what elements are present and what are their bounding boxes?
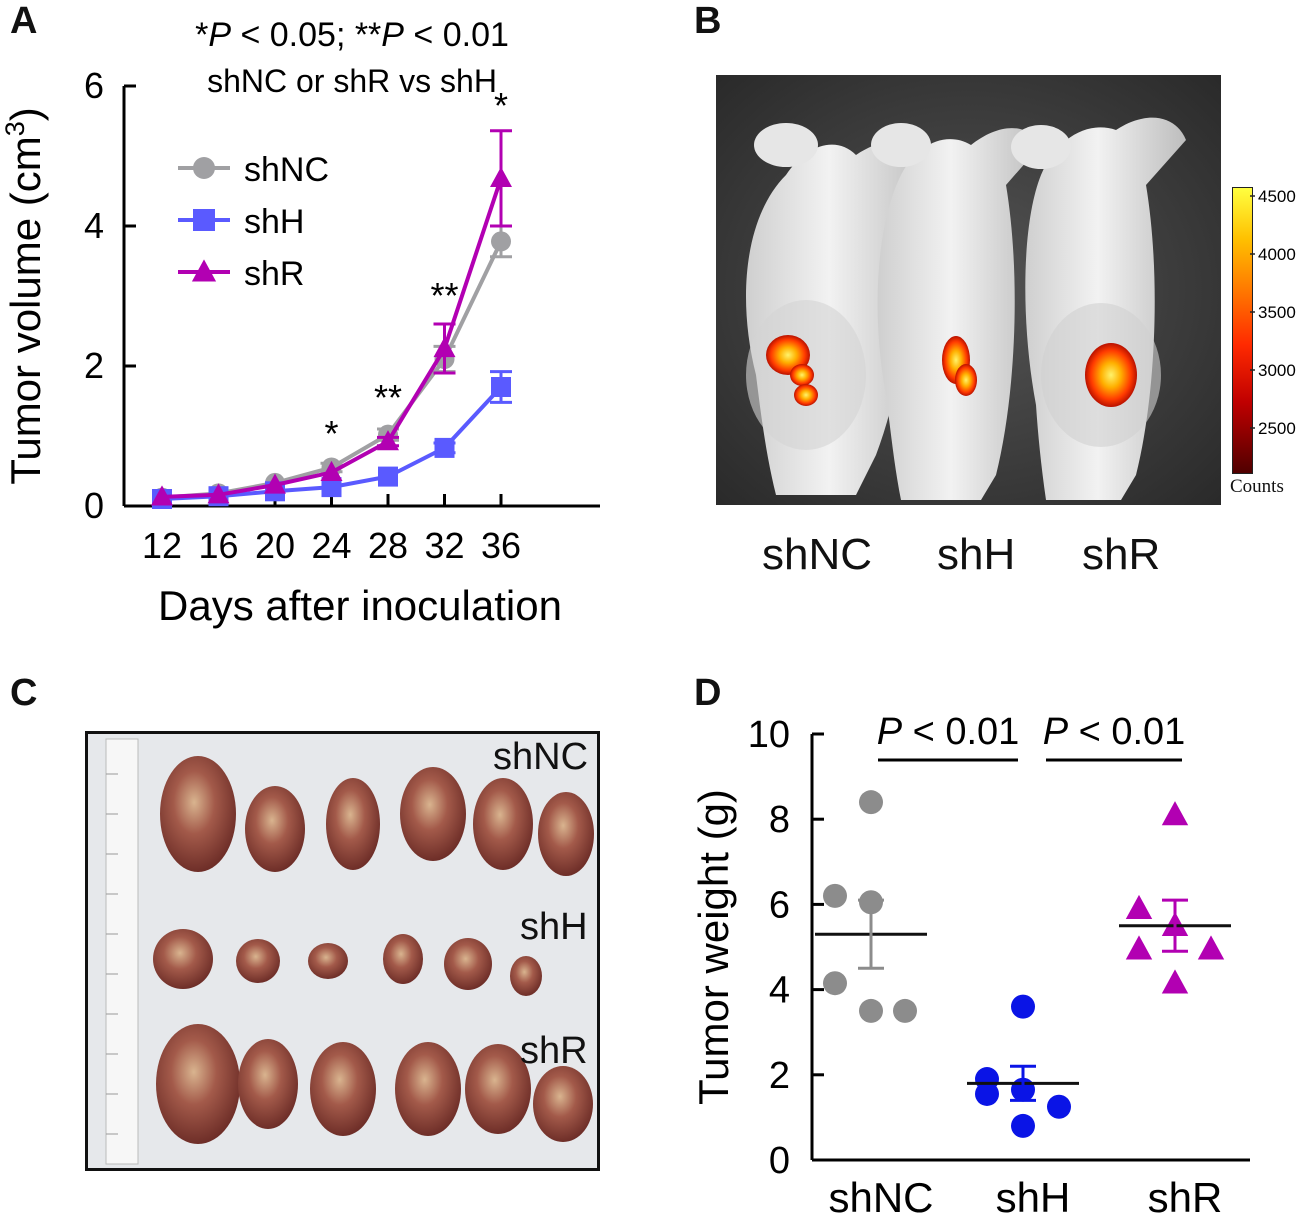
colorbar-tick-label: 3500 xyxy=(1258,303,1296,322)
ruler xyxy=(105,738,139,1165)
panel-b-label: B xyxy=(694,0,722,42)
tumor-row-shr xyxy=(156,1024,593,1144)
series-shh-point xyxy=(491,377,511,397)
signal-shr xyxy=(1085,343,1137,407)
series-shr-point xyxy=(207,483,230,504)
series-shh-point xyxy=(434,437,455,458)
significance-marker: ** xyxy=(374,377,402,418)
scatter-shnc-point xyxy=(859,790,883,815)
colorbar-tick-label: 4000 xyxy=(1258,245,1296,264)
scatter-shr-point xyxy=(1161,801,1189,826)
scatter-shnc-point xyxy=(823,971,847,996)
series-shr-point xyxy=(320,460,343,482)
comparison-label: P < 0.01 xyxy=(877,711,1020,753)
scatter-shr-point xyxy=(1125,894,1153,920)
series-shr-point xyxy=(151,485,173,506)
legend-shh-label: shH xyxy=(244,203,304,241)
colorbar-tick-label: 4500 xyxy=(1258,187,1296,206)
panel-c-label: C xyxy=(10,672,38,714)
comparison-label: P < 0.01 xyxy=(1043,711,1186,753)
legend-shr-label: shR xyxy=(244,255,304,293)
chart-a-annotation-line1: *P < 0.05; **P < 0.01 xyxy=(195,16,509,54)
signal-shnc xyxy=(766,335,818,406)
imaging-label-shnc: shNC xyxy=(762,530,873,579)
series-shr-point xyxy=(433,337,456,358)
series-shr-point xyxy=(377,430,399,451)
tumor-row-label-shr: shR xyxy=(520,1030,588,1072)
scatter-shh-point xyxy=(1011,1113,1035,1138)
legend-shh-marker xyxy=(193,209,215,231)
significance-marker: ** xyxy=(430,275,458,316)
scatter-shr-point xyxy=(1161,969,1189,994)
chart-d-x-tick-label: shNC xyxy=(828,1174,933,1217)
mice-photo xyxy=(716,75,1221,505)
legend-shnc-label: shNC xyxy=(244,151,329,189)
chart-d-x-tick-label: shR xyxy=(1148,1174,1223,1217)
chart-a-x-tick-label: 36 xyxy=(481,525,521,566)
series-shr-point xyxy=(264,473,286,494)
scatter-shnc-point xyxy=(893,998,917,1023)
scatter-shr-point xyxy=(1125,935,1153,960)
chart-d-y-tick-label: 10 xyxy=(748,714,790,756)
scatter-shr-point xyxy=(1197,935,1225,960)
scatter-shnc-point xyxy=(823,883,847,908)
chart-a-y-axis-title: Tumor volume (cm3) xyxy=(0,107,49,485)
series-shh-point xyxy=(378,466,398,487)
mouse-shr xyxy=(1011,117,1186,500)
colorbar-caption: Counts xyxy=(1230,476,1284,497)
chart-d-y-tick-label: 6 xyxy=(769,884,790,926)
tumor-row-label-shh: shH xyxy=(520,906,588,948)
tumor-volume-line-chart: *P < 0.05; **P < 0.01 shNC or shR vs shH… xyxy=(0,16,600,629)
tumor-row-shnc xyxy=(160,756,594,876)
signal-shh xyxy=(942,336,977,396)
chart-a-x-tick-label: 12 xyxy=(142,525,182,566)
legend-shnc-marker xyxy=(193,157,215,179)
chart-a-y-tick-label: 4 xyxy=(84,205,104,246)
scatter-shnc-point xyxy=(859,998,883,1023)
chart-d-y-tick-label: 0 xyxy=(769,1140,790,1182)
scatter-shh-point xyxy=(975,1081,999,1106)
series-shr-point xyxy=(490,166,512,188)
panel-d-label: D xyxy=(694,672,722,714)
significance-marker: * xyxy=(324,413,338,454)
chart-d-x-tick-label: shH xyxy=(996,1174,1071,1217)
chart-a-x-tick-label: 24 xyxy=(311,525,351,566)
panel-a-label: A xyxy=(10,0,38,42)
chart-a-annotation-line2: shNC or shR vs shH xyxy=(207,63,497,99)
chart-a-y-tick-label: 0 xyxy=(84,485,104,526)
scatter-shh-point xyxy=(1047,1094,1071,1119)
colorbar-tick-label: 2500 xyxy=(1258,419,1296,438)
significance-marker: * xyxy=(494,85,508,126)
chart-d-y-tick-label: 4 xyxy=(769,970,790,1012)
legend-shr-marker xyxy=(191,259,217,282)
chart-a-x-tick-label: 16 xyxy=(198,525,238,566)
mouse-shh xyxy=(871,123,1041,500)
chart-a-y-tick-label: 6 xyxy=(84,65,104,106)
colorbar xyxy=(1232,187,1253,474)
imaging-label-shr: shR xyxy=(1082,530,1161,579)
chart-a-x-tick-label: 28 xyxy=(368,525,408,566)
chart-a-x-tick-label: 32 xyxy=(424,525,464,566)
excised-tumors-photo xyxy=(85,731,600,1171)
scatter-shh-point xyxy=(1011,994,1035,1019)
chart-a-x-axis-title: Days after inoculation xyxy=(158,582,562,629)
bioluminescence-image xyxy=(716,75,1221,505)
chart-d-y-tick-label: 2 xyxy=(769,1055,790,1097)
chart-d-y-axis-title: Tumor weight (g) xyxy=(690,789,737,1105)
colorbar-tick-label: 3000 xyxy=(1258,361,1296,380)
tumor-weight-scatter-chart: Tumor weight (g) 0 2 4 6 8 10 shNC shH shR P < 0.… xyxy=(690,711,1250,1217)
tumor-row-label-shnc: shNC xyxy=(493,736,589,778)
tumor-row-shh xyxy=(153,929,542,996)
imaging-label-shh: shH xyxy=(937,530,1016,579)
series-shh-point xyxy=(321,477,342,498)
chart-d-y-tick-label: 8 xyxy=(769,799,790,841)
chart-a-y-tick-label: 2 xyxy=(84,345,104,386)
chart-a-x-tick-label: 20 xyxy=(255,525,295,566)
colorbar-ticks: 4500 4000 3500 3000 2500 xyxy=(1250,187,1296,438)
series-shnc-point xyxy=(491,231,511,252)
